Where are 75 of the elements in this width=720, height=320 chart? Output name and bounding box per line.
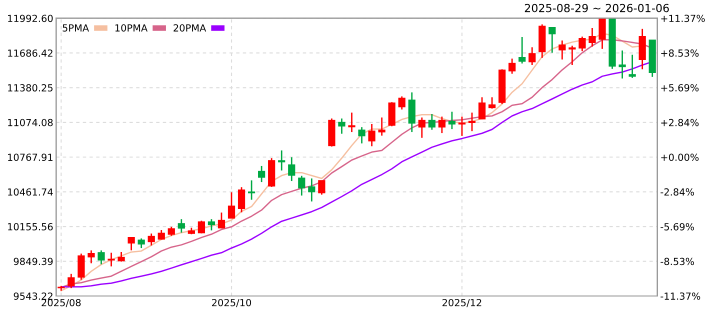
legend-label: 20PMA <box>174 24 206 32</box>
candlestick <box>378 116 386 136</box>
candlestick <box>98 250 105 265</box>
x-tick-label: 2025/10 <box>212 298 252 308</box>
candlestick <box>218 212 226 228</box>
candlestick <box>638 28 646 70</box>
candlestick <box>148 232 155 246</box>
candlestick <box>478 96 486 120</box>
legend-label: 5PMA <box>62 24 89 32</box>
y-tick-label: 10155.56 <box>8 223 53 230</box>
y2-tick-label: +5.69% <box>661 84 699 92</box>
candlestick <box>278 150 286 172</box>
y-tick-label: 9543.22 <box>14 292 52 300</box>
candlestick <box>288 156 296 182</box>
candlestick <box>438 116 446 134</box>
candlestick <box>458 116 466 137</box>
candlestick <box>308 178 316 202</box>
y-tick-label: 11074.08 <box>8 118 53 126</box>
candlestick <box>408 92 416 133</box>
y2-tick-label: -5.69% <box>660 223 694 230</box>
candlestick <box>418 116 426 139</box>
candlestick <box>398 96 406 110</box>
candlestick <box>78 252 85 280</box>
candlestick <box>338 118 346 134</box>
candlestick <box>588 27 596 48</box>
y2-tick-label: -8.53% <box>660 258 694 266</box>
y-tick-label: 9849.39 <box>14 258 53 266</box>
candlestick <box>388 101 396 127</box>
candlestick <box>248 180 256 200</box>
y2-tick-label: -2.84% <box>660 188 694 196</box>
candlestick <box>138 238 145 249</box>
candlestick <box>228 192 236 219</box>
candlestick <box>128 236 135 252</box>
candlestick <box>618 50 626 80</box>
candlestick <box>298 175 306 196</box>
legend-label: 10PMA <box>115 24 148 32</box>
candlestick <box>578 36 586 52</box>
candlestick <box>68 273 75 289</box>
candlestick <box>318 180 326 196</box>
x-tick-label: 2025/12 <box>442 298 482 308</box>
y2-tick-label: +8.53% <box>661 49 699 57</box>
candlestick <box>208 218 216 232</box>
candlestick <box>528 46 536 66</box>
candlestick <box>428 113 436 130</box>
y2-tick-label: -11.37% <box>660 292 700 300</box>
candlestick <box>358 126 366 144</box>
candlestick <box>628 54 636 79</box>
candlestick <box>108 252 115 268</box>
y-tick-label: 11380.25 <box>8 84 53 92</box>
y-tick-label: 10767.91 <box>8 154 52 161</box>
candlestick <box>518 36 526 64</box>
candlestick <box>258 165 266 183</box>
candlestick <box>558 40 566 60</box>
candlestick <box>178 218 185 234</box>
candlestick <box>348 112 356 133</box>
candlestick <box>488 96 496 110</box>
y2-tick-label: +2.84% <box>661 118 699 126</box>
y-tick-label: 11686.42 <box>8 49 52 57</box>
candlestick <box>198 220 206 234</box>
candlestick <box>508 58 516 74</box>
candlestick <box>448 111 456 130</box>
y-tick-label: 11992.60 <box>8 14 53 22</box>
candlestick <box>118 251 125 262</box>
candlestick <box>88 250 95 264</box>
chart-subtitle: 2025-08-29 ~ 2026-01-06 <box>524 4 669 12</box>
x-tick-label: 2025/08 <box>42 298 81 308</box>
y-tick-label: 10461.74 <box>8 188 53 196</box>
candlestick <box>468 112 476 132</box>
y2-tick-label: +11.37% <box>661 14 705 22</box>
candlestick <box>238 186 246 214</box>
candlestick <box>598 18 606 50</box>
y2-tick-label: +0.00% <box>661 154 699 161</box>
candlestick <box>568 45 576 66</box>
candlestick <box>548 26 556 54</box>
candlestick <box>368 123 376 147</box>
